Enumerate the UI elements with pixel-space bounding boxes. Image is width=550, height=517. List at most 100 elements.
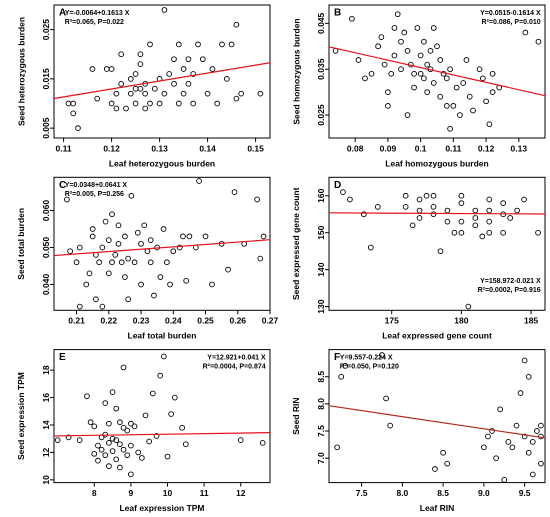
point xyxy=(383,395,389,402)
point xyxy=(113,90,120,97)
point xyxy=(225,266,231,273)
x-axis-label: Leaf expressed gene count xyxy=(382,331,492,341)
annotation: Y=158.972-0.021 X xyxy=(480,278,541,285)
point xyxy=(483,98,489,105)
y-tick-label: 0.045 xyxy=(316,12,326,34)
point xyxy=(424,89,431,95)
point xyxy=(476,66,483,73)
point xyxy=(394,11,401,18)
point xyxy=(135,449,142,456)
point xyxy=(416,215,423,221)
point xyxy=(144,248,151,255)
annotation: Y=12.921+0.041 X xyxy=(207,354,266,361)
point xyxy=(160,226,167,232)
point xyxy=(538,460,544,467)
point xyxy=(137,61,144,67)
panel-label: C xyxy=(59,180,66,191)
point xyxy=(106,439,112,446)
point xyxy=(180,90,187,97)
point xyxy=(186,233,193,240)
point xyxy=(109,448,116,454)
point xyxy=(120,424,127,431)
point xyxy=(106,420,112,427)
point xyxy=(257,90,264,97)
point xyxy=(65,434,72,441)
point xyxy=(472,222,479,229)
point xyxy=(102,400,109,406)
x-tick-label: 8 xyxy=(92,488,97,498)
plot-frame xyxy=(53,176,271,311)
point xyxy=(180,233,186,240)
point xyxy=(470,107,476,114)
x-axis-label: Leaf RIN xyxy=(420,503,454,513)
panel-label: D xyxy=(334,180,341,191)
x-tick-label: 0.08 xyxy=(347,143,364,153)
point xyxy=(533,428,540,434)
point xyxy=(466,93,473,100)
point xyxy=(340,189,346,195)
point xyxy=(228,41,235,48)
point xyxy=(120,364,127,371)
y-axis-label: Seed homozygous burden xyxy=(291,18,301,124)
point xyxy=(505,439,512,445)
point xyxy=(149,390,156,397)
point xyxy=(179,424,185,431)
point xyxy=(507,215,514,221)
point xyxy=(385,89,391,95)
point xyxy=(183,277,190,284)
point xyxy=(182,441,189,448)
point xyxy=(521,196,527,203)
x-tick-label: 7.5 xyxy=(356,488,368,498)
point xyxy=(73,259,80,266)
point xyxy=(117,441,123,448)
point xyxy=(342,363,349,369)
point xyxy=(347,196,353,203)
point xyxy=(391,25,398,31)
point xyxy=(411,84,417,91)
point xyxy=(437,93,444,100)
point xyxy=(102,452,109,459)
x-tick-label: 9 xyxy=(129,488,134,498)
point xyxy=(128,420,134,427)
point xyxy=(458,218,465,225)
point xyxy=(147,259,154,266)
point xyxy=(161,7,168,13)
point xyxy=(411,70,417,77)
point xyxy=(409,222,416,229)
point xyxy=(381,61,388,68)
x-tick-label: 0.12 xyxy=(478,143,495,153)
point xyxy=(209,66,216,72)
point xyxy=(402,204,409,210)
point xyxy=(529,471,536,478)
point xyxy=(214,100,221,107)
y-tick-label: 10 xyxy=(41,475,51,485)
point xyxy=(385,103,391,109)
point xyxy=(122,274,128,280)
point xyxy=(118,259,125,266)
point xyxy=(522,29,529,36)
x-tick-label: 0.13 xyxy=(511,143,528,153)
point xyxy=(204,90,211,97)
point xyxy=(472,215,479,221)
point xyxy=(338,373,345,380)
y-tick-label: 0.005 xyxy=(41,117,51,139)
point xyxy=(151,292,157,299)
point xyxy=(525,373,532,380)
panel-label: B xyxy=(334,8,341,19)
point xyxy=(486,196,493,203)
point xyxy=(113,405,120,412)
point xyxy=(451,229,458,236)
point xyxy=(424,61,431,68)
point xyxy=(113,437,120,443)
point xyxy=(83,281,90,288)
y-tick-label: 14 xyxy=(41,420,51,430)
point xyxy=(171,394,178,401)
annotation: Y=0.0348+0.0641 X xyxy=(65,182,128,189)
y-tick-label: 8.5 xyxy=(316,371,326,383)
point xyxy=(132,71,139,77)
point xyxy=(375,43,381,50)
point xyxy=(164,453,171,460)
y-tick-label: 150 xyxy=(316,225,326,239)
y-tick-label: 0.015 xyxy=(41,68,51,90)
plot-frame xyxy=(53,349,271,484)
